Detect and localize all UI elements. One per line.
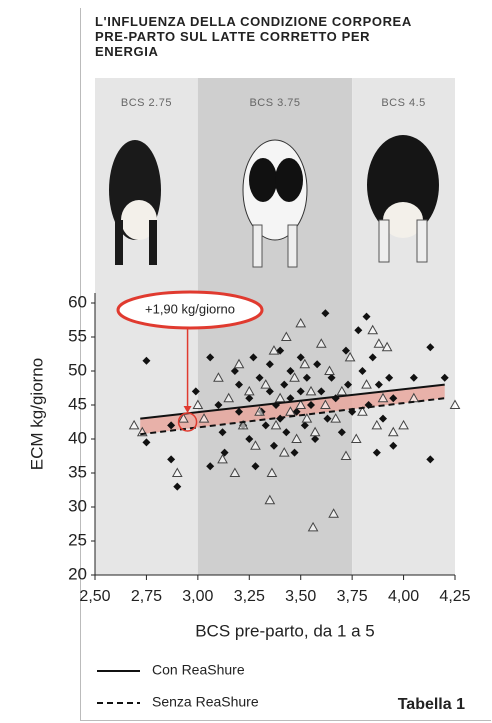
x-tick-label: 3,50 (285, 588, 316, 605)
y-tick-label: 55 (68, 326, 87, 345)
y-tick-label: 60 (68, 292, 87, 311)
y-tick-label: 45 (68, 394, 87, 413)
chart: BCS 2.75 BCS 3.75 BCS 4.5 20 25 30 35 40 45 50 55… (0, 0, 492, 723)
x-tick-label: 2,75 (131, 588, 162, 605)
legend-label: Con ReaShure (152, 662, 245, 678)
x-tick-label: 4,00 (388, 588, 419, 605)
x-tick-label: 3,00 (182, 588, 213, 605)
band-label: BCS 3.75 (249, 97, 300, 109)
y-tick-label: 20 (68, 564, 87, 583)
y-axis-label: ECM kg/giorno (27, 358, 46, 470)
page: L'INFLUENZA DELLA CONDIZIONE CORPOREA PR… (0, 0, 492, 723)
y-tick-label: 25 (68, 530, 87, 549)
x-axis-label: BCS pre-parto, da 1 a 5 (195, 621, 375, 640)
table-label: Tabella 1 (398, 696, 465, 713)
annotation-text: +1,90 kg/giorno (145, 301, 235, 316)
y-tick-label: 35 (68, 462, 87, 481)
y-tick-label: 40 (68, 428, 87, 447)
band-label: BCS 4.5 (381, 97, 425, 109)
y-tick-label: 50 (68, 360, 87, 379)
x-tick-label: 3,25 (234, 588, 265, 605)
x-tick-label: 2,50 (79, 588, 110, 605)
legend-label: Senza ReaShure (152, 694, 259, 710)
y-tick-label: 30 (68, 496, 87, 515)
x-tick-label: 4,25 (439, 588, 470, 605)
band-label: BCS 2.75 (121, 97, 172, 109)
x-tick-label: 3,75 (337, 588, 368, 605)
